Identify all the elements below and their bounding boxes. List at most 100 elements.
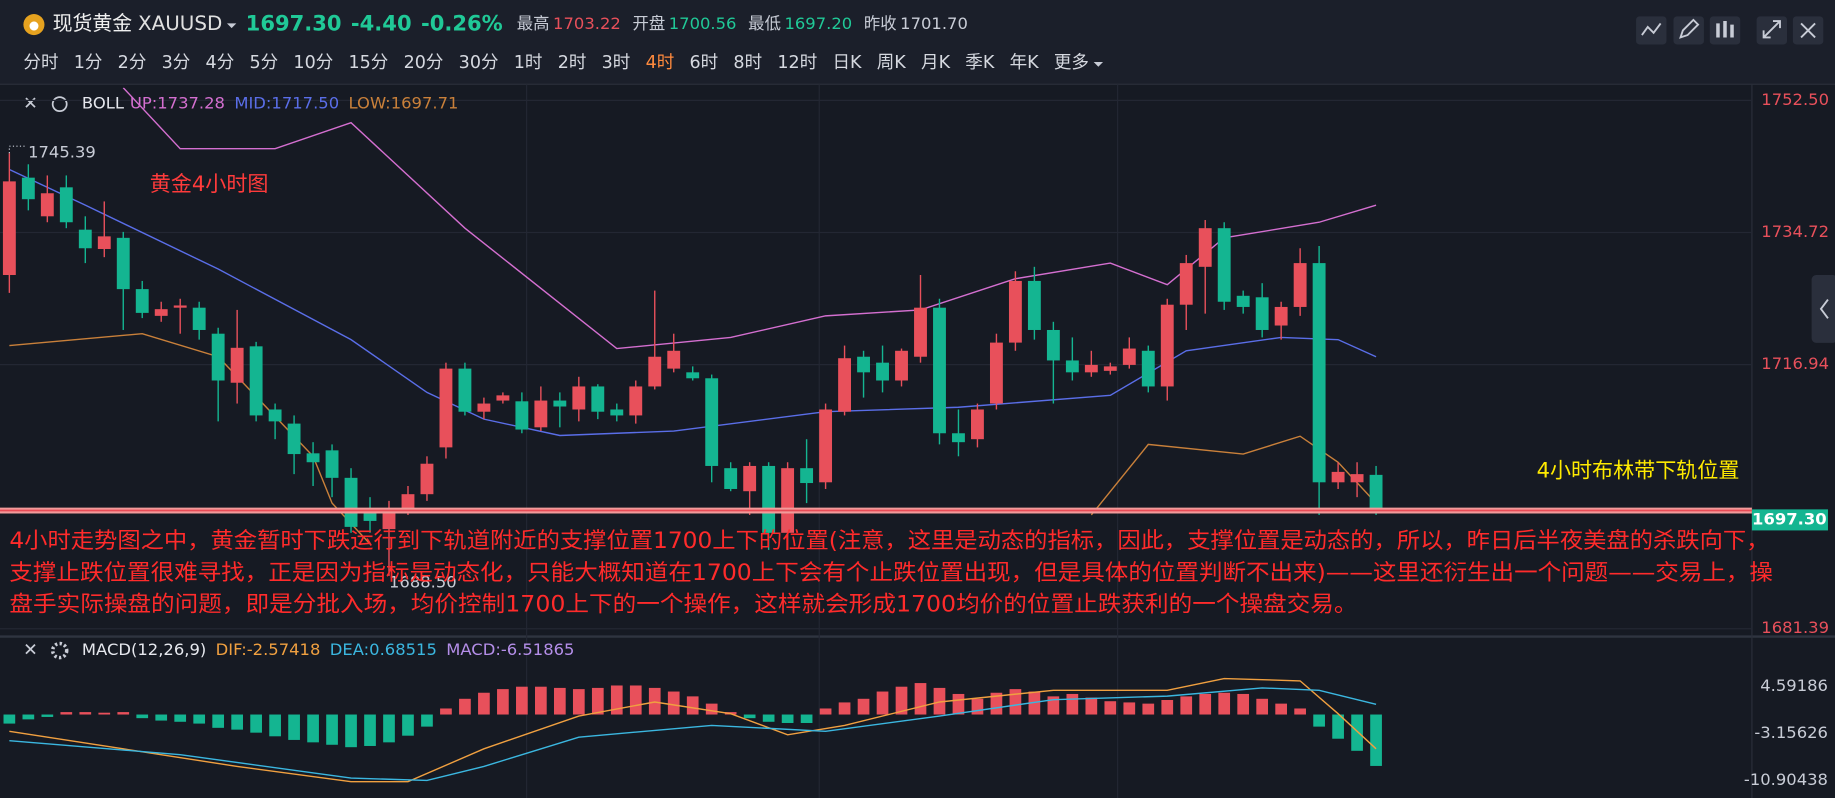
macd-bar bbox=[1313, 714, 1325, 727]
candle-body bbox=[59, 187, 73, 223]
macd-bar bbox=[686, 696, 699, 715]
macd-bar bbox=[212, 714, 225, 728]
macd-bar bbox=[440, 708, 452, 715]
timeframe[interactable]: 4分 bbox=[206, 53, 235, 73]
macd-bar bbox=[1104, 701, 1117, 715]
macd-bar bbox=[326, 714, 338, 745]
macd-bar bbox=[174, 714, 187, 722]
macd-bar bbox=[819, 708, 832, 715]
candle-body bbox=[477, 403, 491, 412]
boll-up-value: UP:1737.28 bbox=[130, 94, 225, 113]
timeframe[interactable]: 3时 bbox=[602, 53, 631, 73]
timeframe[interactable]: 3分 bbox=[162, 53, 191, 73]
timeframe[interactable]: 年K bbox=[1010, 53, 1040, 73]
candle-body bbox=[78, 229, 92, 249]
macd-bar bbox=[22, 714, 35, 720]
candle-body bbox=[1274, 306, 1288, 326]
button-icon bbox=[1641, 22, 1662, 36]
dropdown-arrow bbox=[1093, 62, 1104, 67]
timeframe[interactable]: 30分 bbox=[459, 53, 499, 73]
timeframe[interactable]: 季K bbox=[965, 53, 995, 73]
coin-icon bbox=[23, 14, 45, 36]
timeframe[interactable]: 2分 bbox=[118, 53, 147, 73]
timeframe[interactable]: 周K bbox=[877, 53, 907, 73]
timeframe[interactable]: 20分 bbox=[404, 53, 444, 73]
commentary-line: 4小时走势图之中，黄金暂时下跌运行到下轨道附近的支撑位置1700上下的位置(注意… bbox=[9, 528, 1769, 554]
candle-body bbox=[97, 236, 111, 249]
current-price-tag bbox=[1751, 509, 1828, 531]
stat-value: 1697.20 bbox=[784, 14, 852, 33]
candle-body bbox=[515, 401, 529, 430]
macd-bar bbox=[1123, 702, 1136, 715]
dea-value: DEA:0.68515 bbox=[330, 640, 437, 659]
candle-body bbox=[1312, 263, 1326, 483]
timeframe[interactable]: 月K bbox=[921, 53, 951, 73]
stat-value: 1701.70 bbox=[900, 14, 968, 33]
macd-value: MACD:-6.51865 bbox=[446, 640, 574, 659]
annotation-title: 黄金4小时图 bbox=[150, 171, 269, 196]
timeframe[interactable]: 分时 bbox=[23, 53, 58, 73]
candle-body bbox=[1369, 474, 1383, 511]
timeframe[interactable]: 1时 bbox=[514, 53, 543, 73]
timeframe[interactable]: 12时 bbox=[777, 53, 817, 73]
macd-bar bbox=[838, 702, 851, 715]
macd-bar bbox=[497, 689, 509, 715]
candle-body bbox=[534, 400, 548, 428]
timeframe[interactable]: 10分 bbox=[293, 53, 333, 73]
candle-body bbox=[135, 289, 149, 313]
candle-body bbox=[705, 378, 719, 466]
candle-body bbox=[1255, 297, 1269, 330]
timeframe[interactable]: 5分 bbox=[249, 53, 278, 73]
macd-bar bbox=[667, 691, 680, 715]
button[interactable] bbox=[1673, 16, 1704, 45]
close-icon[interactable]: ✕ bbox=[23, 641, 38, 661]
candle-body bbox=[325, 450, 339, 478]
settings-icon[interactable] bbox=[51, 96, 68, 113]
timeframe[interactable]: 6时 bbox=[690, 53, 719, 73]
price-tick-label: 1681.39 bbox=[1761, 618, 1829, 637]
candle-body bbox=[1179, 263, 1193, 305]
macd-bar bbox=[762, 714, 775, 722]
macd-bar bbox=[895, 686, 908, 715]
macd-bar bbox=[914, 683, 927, 715]
timeframe[interactable]: 8时 bbox=[733, 53, 762, 73]
button-icon bbox=[1762, 20, 1781, 39]
macd-bar bbox=[629, 685, 642, 715]
candle-body bbox=[1027, 280, 1041, 330]
candle-body bbox=[230, 347, 244, 383]
candle-body bbox=[648, 356, 662, 387]
close-icon[interactable]: ✕ bbox=[23, 94, 38, 114]
side-tab-icon bbox=[1819, 298, 1829, 319]
candle-body bbox=[1350, 474, 1364, 483]
macd-bar bbox=[952, 693, 965, 715]
side-tab[interactable] bbox=[1811, 274, 1835, 343]
stat-label: 最高 bbox=[517, 14, 550, 33]
timeframe[interactable]: 日K bbox=[832, 53, 862, 73]
macd-bar bbox=[1009, 689, 1022, 715]
candle-body bbox=[572, 386, 586, 410]
candle-body bbox=[914, 307, 927, 357]
candle-body bbox=[819, 409, 833, 483]
button-icon bbox=[1800, 22, 1816, 39]
candle-body bbox=[989, 342, 1003, 404]
timeframe[interactable]: 2时 bbox=[558, 53, 587, 73]
timeframe[interactable]: 4时 bbox=[646, 53, 675, 73]
candle-body bbox=[933, 307, 946, 434]
timeframe[interactable]: 更多 bbox=[1054, 53, 1089, 73]
macd-bar bbox=[1237, 693, 1250, 715]
price-change: -4.40 bbox=[351, 11, 412, 36]
candle-body bbox=[1008, 280, 1022, 343]
stat-label: 最低 bbox=[748, 14, 781, 33]
macd-bar bbox=[1066, 693, 1079, 715]
macd-bar bbox=[876, 691, 889, 715]
candle-body bbox=[40, 193, 54, 217]
dif-value: DIF:-2.57418 bbox=[216, 640, 321, 659]
timeframe[interactable]: 15分 bbox=[348, 53, 388, 73]
candle-body bbox=[363, 512, 377, 521]
candle-body bbox=[800, 468, 814, 484]
timeframe[interactable]: 1分 bbox=[74, 53, 103, 73]
candle-body bbox=[629, 386, 643, 416]
coin-icon-glyph: ● bbox=[29, 18, 39, 32]
settings-icon[interactable] bbox=[50, 641, 69, 660]
